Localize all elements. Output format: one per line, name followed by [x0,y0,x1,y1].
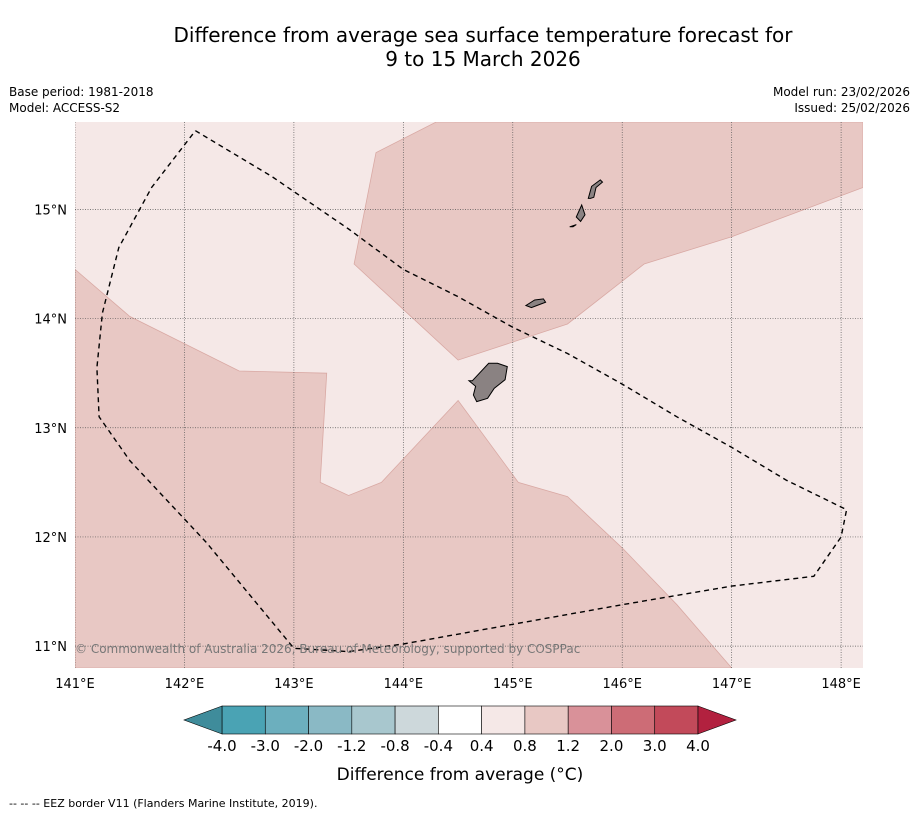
lon-tick-label: 142°E [165,677,205,692]
issued-label: Issued: 25/02/2026 [794,101,910,115]
lat-tick-label: 12°N [34,531,67,546]
lat-tick-label: 14°N [34,313,67,328]
colorbar-segment [654,705,699,735]
model-label: Model: ACCESS-S2 [9,101,121,115]
colorbar-tick-label: 1.2 [556,737,580,755]
lon-tick-label: 141°E [55,677,95,692]
colorbar-segment [524,705,569,735]
tinian-island [575,203,586,223]
lat-tick-label: 11°N [34,640,67,655]
colorbar-segment [611,705,656,735]
saipan-island [587,179,604,199]
colorbar-tick-label: -1.2 [337,737,366,755]
colorbar-segment [481,705,526,735]
base-period-label: Base period: 1981-2018 [9,85,154,99]
colorbar-tick-label: -4.0 [207,737,236,755]
colorbar-extend-low [183,705,223,735]
map-plot-area: © Commonwealth of Australia 2026, Bureau… [75,122,863,668]
colorbar-segment [264,705,309,735]
colorbar-tick-label: 0.4 [470,737,494,755]
lon-tick-label: 144°E [384,677,424,692]
colorbar-tick-label: -3.0 [251,737,280,755]
lat-tick-label: 13°N [34,422,67,437]
colorbar-extend-high [697,705,737,735]
map-title-line1: Difference from average sea surface temp… [173,23,793,47]
colorbar-tick-label: -2.0 [294,737,323,755]
colorbar-tick-label: 0.8 [513,737,537,755]
map-title-line2: 9 to 15 March 2026 [385,47,581,71]
colorbar-segment [394,705,439,735]
model-run-label: Model run: 23/02/2026 [772,85,910,99]
eez-border-line [96,130,848,653]
colorbar-segment [567,705,612,735]
eez-footnote: -- -- -- EEZ border V11 (Flanders Marine… [9,797,318,810]
colorbar-segment [438,705,482,735]
colorbar-segment [308,705,353,735]
colorbar-segment [221,705,266,735]
colorbar-tick-label: -0.8 [380,737,409,755]
colorbar-tick-label: -0.4 [424,737,453,755]
lon-tick-label: 148°E [821,677,861,692]
colorbar-tick-label: 3.0 [643,737,667,755]
meta-left: Base period: 1981-2018 Model: ACCESS-S2 [9,84,154,116]
colorbar-tick-label: 4.0 [686,737,710,755]
copyright-text: © Commonwealth of Australia 2026, Bureau… [75,642,580,656]
lon-tick-label: 145°E [493,677,533,692]
aguijan-island [569,224,577,228]
lon-tick-label: 143°E [274,677,314,692]
rota-island [524,298,547,309]
northern-anomaly-region [353,122,863,361]
lat-tick-label: 15°N [34,203,67,218]
colorbar-label: Difference from average (°C) [337,765,584,785]
guam-island [467,362,508,403]
colorbar-tick-label: 2.0 [600,737,624,755]
western-anomaly-region [75,268,733,668]
lon-tick-label: 146°E [602,677,642,692]
meta-right: Model run: 23/02/2026 Issued: 25/02/2026 [773,84,910,116]
lon-tick-label: 147°E [712,677,752,692]
colorbar-segment [351,705,396,735]
